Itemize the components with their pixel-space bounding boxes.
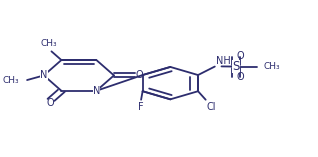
Text: NH: NH [216,56,231,66]
Text: CH₃: CH₃ [3,76,19,84]
Text: Cl: Cl [207,102,216,112]
Text: O: O [236,72,244,82]
Text: S: S [232,60,240,73]
Text: CH₃: CH₃ [40,39,57,48]
Text: CH₃: CH₃ [264,62,280,71]
Text: N: N [93,86,100,96]
Text: F: F [138,102,144,112]
Text: O: O [47,98,54,108]
Text: O: O [136,70,143,80]
Text: N: N [40,70,47,80]
Text: O: O [236,51,244,61]
